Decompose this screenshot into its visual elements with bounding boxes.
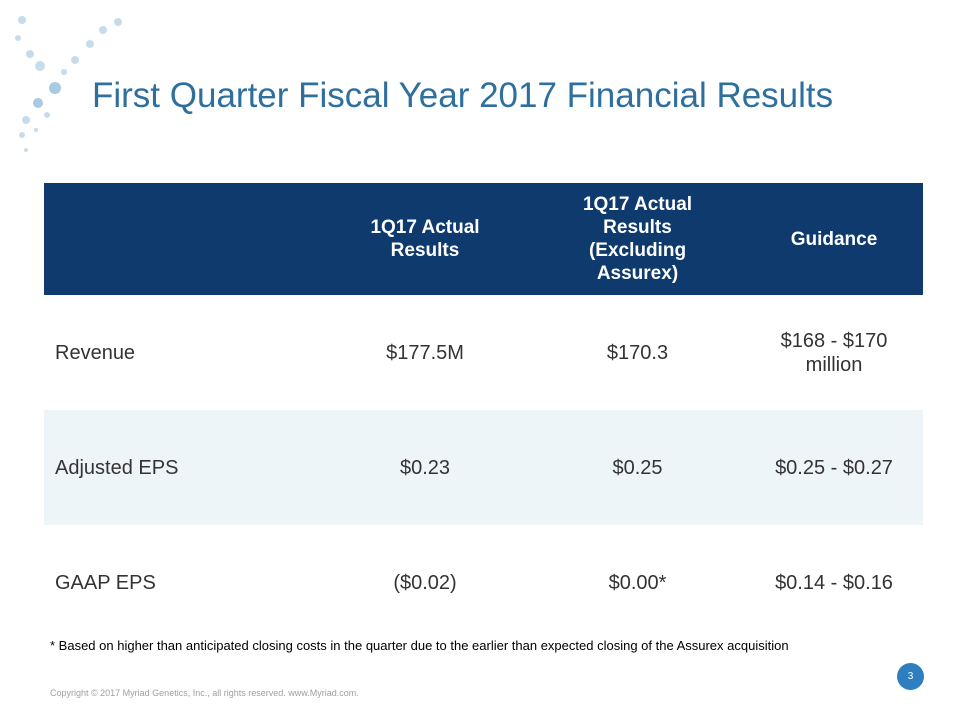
footnote: * Based on higher than anticipated closi… [50,638,789,653]
row-band [44,410,923,525]
cell-text: $170.3 [606,341,669,364]
row-label: GAAP EPS [44,525,320,640]
cell-text: ($0.02) [393,571,457,594]
page-number: 3 [897,663,924,690]
logo-dots [15,16,122,152]
table-cell: ($0.02) [320,525,530,640]
header-cell: 1Q17 Actual Results [320,183,530,295]
cell-text: $0.25 [612,456,663,479]
table-cell: $0.23 [320,410,530,525]
header-cell: Guidance [745,183,923,295]
cell-text: GAAP EPS [55,571,156,594]
copyright: Copyright © 2017 Myriad Genetics, Inc., … [50,688,359,698]
cell-text: $168 - $170 million [780,329,888,376]
slide-title: First Quarter Fiscal Year 2017 Financial… [92,76,834,115]
cell-text: $0.14 - $0.16 [775,571,893,594]
cell-text: 1Q17 Actual Results [370,217,480,261]
table-cell: $170.3 [530,295,745,410]
row-label: Revenue [44,295,320,410]
cell-text: $0.23 [399,456,451,479]
row-label: Adjusted EPS [44,410,320,525]
cell-text: Guidance [790,228,878,250]
header-cell: 1Q17 Actual Results (Excluding Assurex) [530,183,745,295]
cell-text: Revenue [55,341,136,364]
table-cell: $177.5M [320,295,530,410]
cell-text: Adjusted EPS [55,456,179,479]
table-cell: $0.25 [530,410,745,525]
cell-text: $177.5M [386,341,464,364]
table-header-bg [44,183,923,295]
cell-text: 1Q17 Actual Results (Excluding Assurex) [582,194,693,284]
cell-text: $0.25 - $0.27 [775,456,893,479]
cell-text: $0.00* [608,571,667,594]
table-cell: $0.14 - $0.16 [745,525,923,640]
table-cell: $0.00* [530,525,745,640]
table-cell: $168 - $170 million [745,295,923,410]
table-cell: $0.25 - $0.27 [745,410,923,525]
